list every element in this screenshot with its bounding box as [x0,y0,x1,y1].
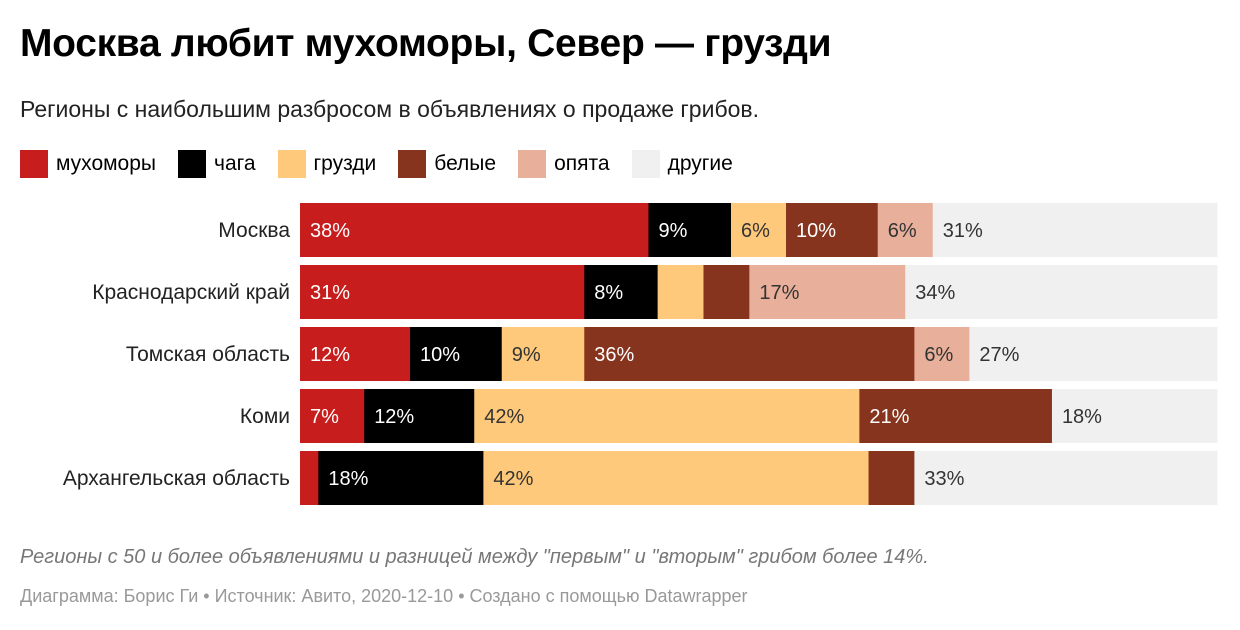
data-label: 6% [924,344,953,366]
category-label: Коми [240,405,290,428]
data-label: 31% [310,282,350,304]
data-label: 17% [759,282,799,304]
bar-segment [877,203,934,257]
bar-segment [868,451,915,505]
legend-label: чага [214,152,256,175]
data-label: 7% [310,406,339,428]
bar-segment [474,389,860,443]
data-label: 42% [484,406,524,428]
data-label: 18% [328,468,368,490]
data-label: 12% [374,406,414,428]
bar-segment [584,265,659,319]
legend-swatch [20,150,48,178]
data-label: 8% [594,282,623,304]
legend-label: опята [554,152,610,175]
bar-segment [300,389,365,443]
bar-segment [914,327,970,381]
data-label: 31% [943,220,983,242]
chart-subtitle: Регионы с наибольшим разбросом в объявле… [20,96,760,122]
data-label: 38% [310,220,350,242]
chart-notes: Регионы с 50 и более объявлениями и разн… [20,546,929,568]
legend-swatch [398,150,427,178]
bar-segment [703,265,750,319]
bar-segment [300,265,585,319]
bar-segment [1051,389,1218,443]
data-label: 34% [915,282,955,304]
legend-item: белые [398,150,496,178]
bar-segment [501,327,585,381]
data-label: 12% [310,344,350,366]
data-label: 36% [594,344,634,366]
category-label: Краснодарский край [92,281,290,304]
category-label: Москва [218,219,290,242]
bar-segment [932,203,1218,257]
bar-segment [749,265,906,319]
legend-swatch [277,150,306,178]
bar-segment [364,389,475,443]
chart-source: Диаграмма: Борис Ги • Источник: Авито, 2… [20,586,748,606]
data-label: 10% [796,220,836,242]
data-label: 42% [493,468,533,490]
legend-label: белые [434,152,497,175]
bar-segment [410,327,503,381]
legend-label: мухоморы [56,152,157,175]
bar-segment [300,203,649,257]
data-label: 6% [888,220,917,242]
data-label: 9% [658,220,687,242]
bar-segment [648,203,732,257]
bar-segment [914,451,1218,505]
stacked-bar-chart: Москва 38% 9% 6% 10% 6% 31% Краснодарский край 3… [63,203,1218,505]
legend-item: грузди [277,150,377,178]
data-label: 9% [512,344,541,366]
legend-swatch [178,150,207,178]
chart-title: Москва любит мухоморы, Север — грузди [20,22,832,65]
bar-segment [318,451,484,505]
legend-label: грузди [313,152,377,175]
data-label: 21% [869,406,909,428]
bar-segment [300,327,411,381]
bar-segment [905,265,1218,319]
legend-swatch [518,150,547,178]
bar-segment [786,203,879,257]
bar-segment [300,451,319,505]
data-label: 18% [1062,406,1102,428]
legend-item: опята [518,150,610,178]
bar-segment [730,203,787,257]
data-label: 33% [924,468,964,490]
data-label: 10% [420,344,460,366]
legend-item: мухоморы [20,150,156,178]
legend-item: чага [178,150,256,178]
bar-segment [657,265,704,319]
bar-segment [859,389,1053,443]
data-label: 6% [741,220,770,242]
category-label: Томская область [126,343,290,366]
data-label: 27% [979,344,1019,366]
legend: мухоморы чага грузди белые опята другие [20,150,755,178]
category-label: Архангельская область [63,467,290,490]
bar-segment [584,327,915,381]
legend-item: другие [631,150,733,178]
legend-swatch [631,150,660,178]
legend-label: другие [667,152,733,175]
bar-segment [483,451,870,505]
bar-segment [969,327,1218,381]
